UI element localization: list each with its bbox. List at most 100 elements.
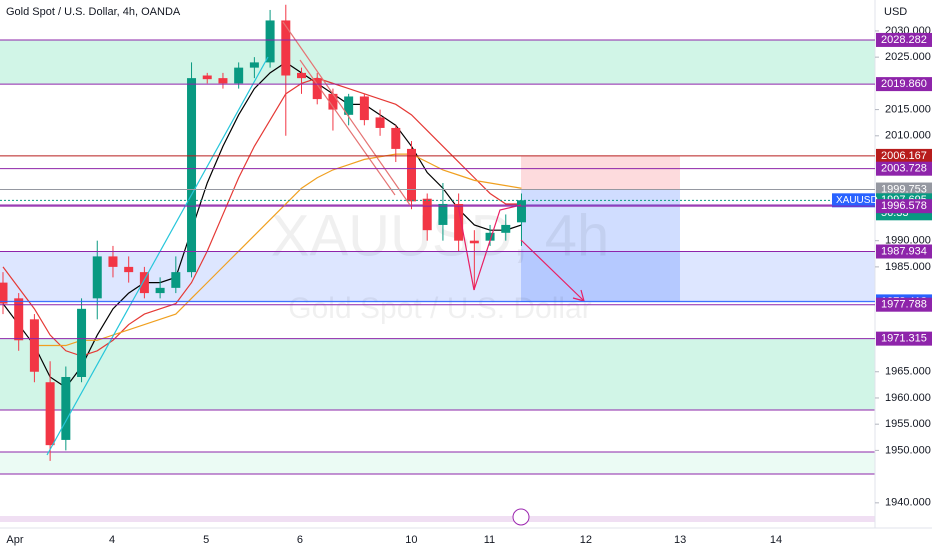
candle-body: [45, 382, 55, 446]
currency-label: USD: [884, 6, 907, 18]
price-tag: 1977.788: [876, 297, 932, 312]
candle-body: [108, 256, 118, 267]
x-tick-label: 13: [674, 534, 686, 546]
arrow: [520, 239, 584, 301]
candle-body: [516, 200, 526, 223]
candle-body: [454, 203, 464, 241]
candle-body: [14, 298, 24, 341]
moving-average: [2, 61, 522, 389]
x-tick-label: Apr: [6, 534, 23, 546]
series: [0, 4, 526, 461]
price-tag-label: 1977.788: [881, 299, 927, 311]
candle-body: [406, 148, 416, 202]
price-tag-label: 1996.578: [881, 200, 927, 212]
x-tick-label: 11: [484, 534, 495, 546]
price-tag: 1996.578: [876, 199, 932, 214]
price-tag-bg: [876, 182, 932, 197]
candle-body: [187, 78, 197, 273]
y-tick-label: 1955.000: [885, 418, 931, 430]
price-tag-bg: [876, 331, 932, 346]
candle-body: [155, 287, 165, 294]
candle-body: [218, 78, 228, 84]
candle-body: [202, 75, 212, 80]
path-arrow: [457, 204, 522, 291]
zone: [0, 40, 875, 84]
candle-body: [281, 20, 291, 76]
candle-body: [422, 198, 432, 231]
moving-average: [2, 77, 522, 357]
chart-title: Gold Spot / U.S. Dollar, 4h, OANDA: [6, 6, 181, 18]
price-tag: 2003.728: [876, 161, 932, 176]
price-tag: 2028.282: [876, 32, 932, 47]
price-tag: 1971.315: [876, 331, 932, 346]
candle-body: [359, 96, 369, 121]
candle-body: [92, 256, 102, 299]
symbol-tag-bg: [832, 193, 875, 208]
price-tag-label: 2006.167: [881, 150, 927, 162]
candle-body: [438, 203, 448, 225]
candle-body: [61, 376, 71, 440]
candle-body: [328, 93, 338, 110]
y-tick-label: 1985.000: [885, 261, 931, 273]
price-tag-bg: [876, 32, 932, 47]
y-tick-label: 1965.000: [885, 366, 931, 378]
y-tick-label: 1990.000: [885, 235, 931, 247]
stop-box: [521, 156, 680, 189]
candle-body: [344, 96, 354, 115]
candle-body: [297, 72, 307, 79]
trendline: [46, 56, 269, 456]
price-tag: 2019.860: [876, 77, 932, 92]
candle-body: [485, 232, 495, 241]
candle-body: [124, 266, 134, 273]
price-tag-label: 1971.315: [881, 333, 927, 345]
y-tick-label: 1960.000: [885, 392, 931, 404]
candle-body: [139, 272, 149, 294]
candle-body: [312, 78, 322, 100]
price-tag-bg: [876, 244, 932, 259]
event-icon[interactable]: [512, 508, 530, 526]
x-tick-label: 5: [203, 534, 209, 546]
price-tag-label: 2028.282: [881, 34, 927, 46]
price-tag-bg: [876, 148, 932, 163]
price-tag-label: 1999.753: [881, 183, 927, 195]
candle-body: [29, 319, 39, 372]
drawings: [46, 21, 585, 526]
price-tag-label: 2003.728: [881, 163, 927, 175]
y-tick-label: 2025.000: [885, 51, 931, 63]
candle-body: [469, 240, 479, 244]
zone: [0, 452, 875, 474]
y-tick-label: 1950.000: [885, 444, 931, 456]
y-tick-label: 1940.000: [885, 497, 931, 509]
watermark-subtitle: Gold Spot / U.S. Dollar: [288, 292, 591, 325]
price-tag: 1987.934: [876, 244, 932, 259]
candle-body: [0, 282, 8, 304]
x-tick-label: 12: [580, 534, 592, 546]
price-tag-label: 1987.934: [881, 245, 927, 257]
candle-body: [234, 67, 244, 84]
candle-body: [249, 62, 259, 68]
price-tag-bg: [876, 199, 932, 214]
candle-body: [77, 308, 87, 377]
candle-body: [391, 127, 401, 149]
title-bg: [0, 0, 240, 22]
y-tick-label: 2015.000: [885, 103, 931, 115]
candle-body: [501, 224, 511, 233]
y-tick-label: 2010.000: [885, 130, 931, 142]
price-tag: 2006.167: [876, 148, 932, 163]
zone: [0, 339, 875, 410]
price-tag-bg: [876, 297, 932, 312]
trendline: [299, 59, 396, 196]
zones: [0, 40, 875, 522]
price-tag-label: 2019.860: [881, 78, 927, 90]
price-tag: 1999.753: [876, 182, 932, 197]
candle-body: [265, 20, 275, 63]
price-tag-bg: [876, 161, 932, 176]
x-tick-label: 6: [297, 534, 303, 546]
x-tick-label: 10: [405, 534, 417, 546]
candle-body: [171, 272, 181, 288]
symbol-tag: XAUUSD: [836, 195, 878, 206]
zone: [0, 516, 875, 522]
trendline: [282, 21, 411, 206]
target-box: [521, 189, 680, 302]
